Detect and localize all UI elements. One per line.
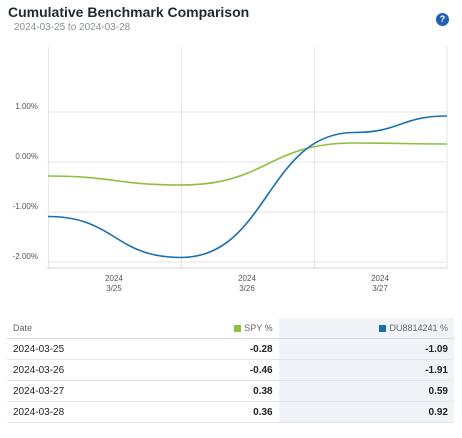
date-cell: 2024-03-28 [7,401,169,423]
spy-series-line [47,142,448,186]
account-value-cell: 0.92 [278,401,454,423]
help-icon[interactable]: ? [436,13,449,26]
date-cell: 2024-03-25 [7,338,169,360]
account-legend-swatch [379,324,387,332]
spy-column-header: SPY % [169,318,279,339]
date-column-header: Date [7,318,169,339]
account-value-cell: -1.91 [278,359,454,381]
y-tick-label: 0.00% [15,152,38,161]
benchmark-table: Date SPY % DU8814241 % 2024-03-25 -0.28 … [7,318,454,423]
spy-value-cell: -0.28 [169,338,279,360]
x-tick-year-label: 2024 [371,274,389,283]
table-row: 2024-03-26 -0.46 -1.91 [7,359,454,381]
x-tick-day-label: 3/25 [106,284,122,293]
account-column-header: DU8814241 % [278,318,454,339]
y-tick-label: -1.00% [13,202,38,211]
x-tick-day-label: 3/26 [239,284,255,293]
date-cell: 2024-03-26 [7,359,169,381]
x-tick-year-label: 2024 [238,274,256,283]
account-value-cell: -1.09 [278,338,454,360]
date-cell: 2024-03-27 [7,380,169,402]
table-row: 2024-03-28 0.36 0.92 [7,401,454,423]
du8814241-series-line [47,115,448,259]
spy-value-cell: -0.46 [169,359,279,381]
y-tick-label: 1.00% [15,102,38,111]
table-row: 2024-03-25 -0.28 -1.09 [7,338,454,360]
x-tick-day-label: 3/27 [372,284,388,293]
x-tick-year-label: 2024 [105,274,123,283]
spy-value-cell: 0.38 [169,380,279,402]
spy-value-cell: 0.36 [169,401,279,423]
spy-legend-swatch [234,324,242,332]
date-range-subtitle: 2024-03-25 to 2024-03-28 [14,22,131,33]
y-tick-label: -2.00% [13,252,38,261]
spy-column-label: SPY % [244,323,273,333]
account-value-cell: 0.59 [278,380,454,402]
table-header-row: Date SPY % DU8814241 % [7,318,454,339]
chart-title: Cumulative Benchmark Comparison [8,4,250,20]
account-column-label: DU8814241 % [389,323,448,333]
benchmark-line-chart: 1.00%0.00%-1.00%-2.00%20243/2520243/2620… [13,47,448,293]
table-row: 2024-03-27 0.38 0.59 [7,380,454,402]
